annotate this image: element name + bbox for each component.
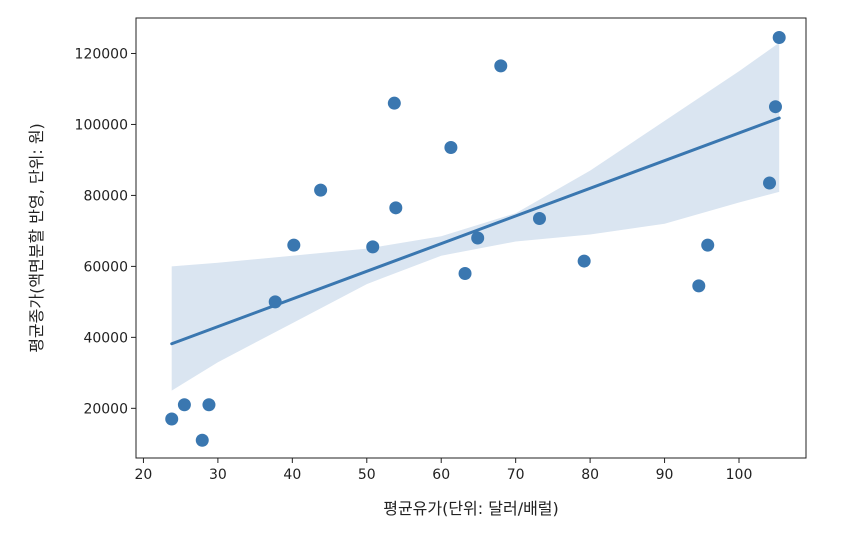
regression-line	[170, 116, 781, 346]
x-tick-label: 40	[283, 467, 301, 483]
x-tick-label: 60	[432, 467, 450, 483]
y-tick-label: 60000	[83, 259, 128, 275]
data-point	[366, 240, 380, 254]
regression-line-layer	[170, 116, 781, 346]
data-point	[389, 201, 403, 215]
data-point	[287, 238, 301, 252]
confidence-band	[171, 42, 780, 391]
data-point	[314, 183, 328, 197]
y-tick-label: 100000	[75, 117, 128, 133]
confidence-band-layer	[171, 42, 780, 391]
y-axis-ticks: 20000 40000 60000 80000 100000 120000	[75, 46, 136, 417]
data-point	[165, 412, 179, 426]
x-tick-label: 100	[726, 467, 753, 483]
y-tick-label: 120000	[75, 46, 128, 62]
data-point	[471, 231, 485, 245]
data-point	[458, 266, 472, 280]
x-tick-label: 20	[135, 467, 153, 483]
y-tick-label: 20000	[83, 401, 128, 417]
data-point	[494, 59, 508, 73]
data-point	[444, 141, 458, 155]
y-tick-label: 40000	[83, 330, 128, 346]
x-axis-label: 평균유가(단위: 달러/배럴)	[383, 499, 559, 518]
data-point	[768, 100, 782, 114]
data-point	[268, 295, 282, 309]
x-tick-label: 70	[507, 467, 525, 483]
data-point	[387, 96, 401, 110]
data-point	[763, 176, 777, 190]
data-points-layer	[165, 31, 786, 447]
x-tick-label: 90	[656, 467, 674, 483]
plot-frame	[135, 17, 807, 459]
data-point	[532, 211, 546, 225]
data-point	[177, 398, 191, 412]
data-point	[202, 398, 216, 412]
x-tick-label: 30	[209, 467, 227, 483]
y-tick-label: 80000	[83, 188, 128, 204]
y-axis-label: 평균종가(액면분할 반영, 단위: 원)	[27, 123, 46, 353]
data-point	[195, 433, 209, 447]
data-point	[577, 254, 591, 268]
x-axis-ticks: 20 30 40 50 60 70 80 90 100	[135, 458, 753, 483]
data-point	[772, 31, 786, 45]
x-tick-label: 50	[358, 467, 376, 483]
data-point	[701, 238, 715, 252]
data-point	[692, 279, 706, 293]
x-tick-label: 80	[581, 467, 599, 483]
